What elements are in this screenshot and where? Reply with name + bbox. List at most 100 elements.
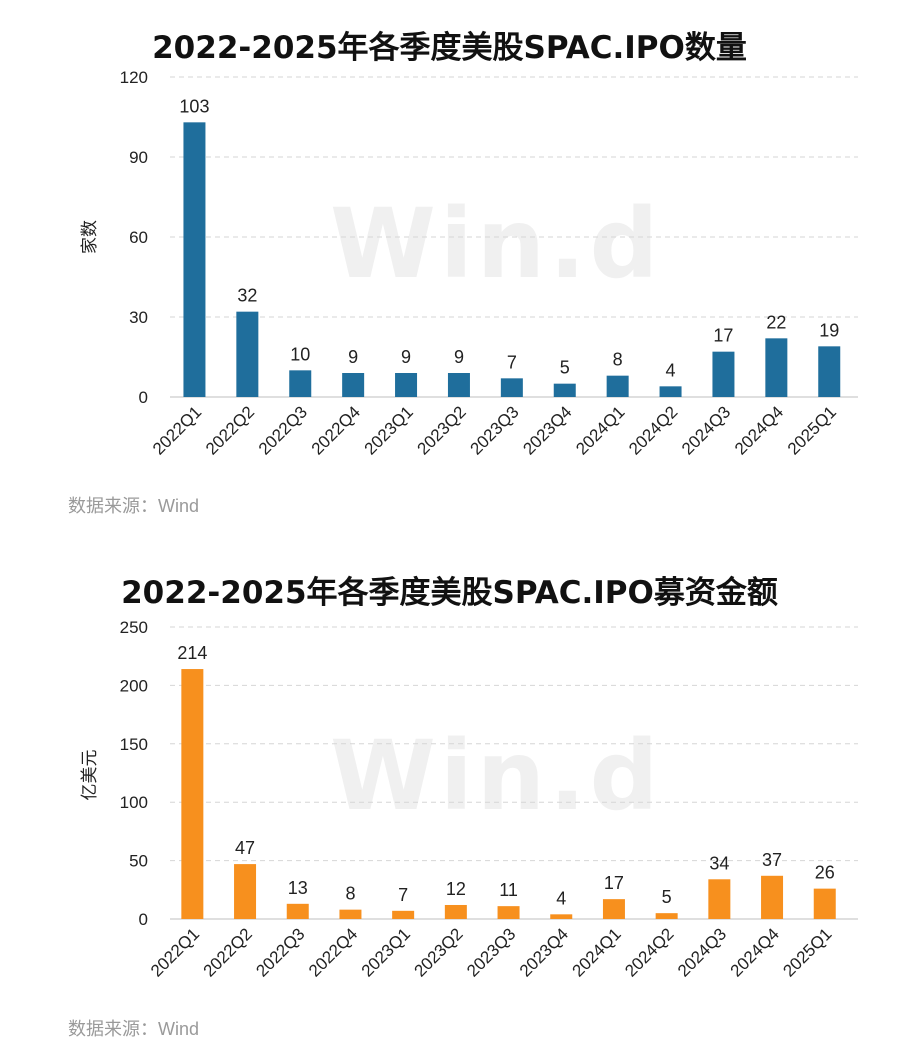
- x-tick-label: 2023Q4: [519, 402, 575, 458]
- x-tick-label: 2023Q4: [516, 924, 572, 980]
- bar: [342, 373, 365, 397]
- data-label: 8: [345, 884, 355, 904]
- data-label: 17: [604, 873, 624, 893]
- bar: [395, 373, 418, 397]
- x-tick-label: 2023Q3: [463, 924, 519, 980]
- data-label: 9: [454, 347, 464, 367]
- source-note: 数据来源：Wind: [68, 1019, 200, 1039]
- x-tick-label: 2024Q2: [625, 402, 681, 458]
- x-tick-label: 2024Q4: [727, 924, 783, 980]
- x-tick-label: 2025Q1: [784, 402, 840, 458]
- x-tick-label: 2023Q1: [358, 924, 414, 980]
- y-tick-label: 100: [120, 793, 148, 812]
- y-axis-label: 亿美元: [80, 750, 100, 801]
- y-tick-label: 50: [129, 852, 148, 871]
- bar: [234, 864, 257, 919]
- source-note: 数据来源：Wind: [68, 496, 200, 516]
- x-tick-label: 2025Q1: [779, 924, 835, 980]
- data-label: 47: [235, 838, 255, 858]
- bar: [339, 909, 362, 919]
- x-tick-label: 2023Q3: [466, 402, 522, 458]
- data-label: 103: [179, 96, 209, 116]
- x-tick-label: 2022Q3: [255, 402, 311, 458]
- bar: [392, 910, 415, 919]
- bar: [602, 899, 625, 919]
- bar: [659, 386, 682, 397]
- bar: [553, 383, 576, 397]
- x-tick-label: 2024Q4: [731, 402, 787, 458]
- data-label: 7: [507, 352, 517, 372]
- x-tick-label: 2024Q3: [678, 402, 734, 458]
- x-tick-label: 2024Q1: [569, 924, 625, 980]
- bar: [606, 375, 629, 397]
- x-tick-label: 2024Q2: [621, 924, 677, 980]
- data-label: 13: [288, 878, 308, 898]
- bar: [181, 669, 204, 919]
- x-tick-label: 2023Q2: [414, 402, 470, 458]
- bar: [286, 903, 309, 919]
- data-label: 12: [446, 879, 466, 899]
- x-tick-label: 2022Q1: [147, 924, 203, 980]
- chart-count: 2022-2025年各季度美股SPAC.IPO数量 Win.d 0 30 60 90 1…: [0, 0, 899, 530]
- data-label: 26: [815, 863, 835, 883]
- x-tick-label: 2024Q3: [674, 924, 730, 980]
- chart-title: 2022-2025年各季度美股SPAC.IPO数量: [152, 30, 747, 66]
- data-label: 4: [556, 888, 566, 908]
- bar: [712, 351, 735, 397]
- data-label: 8: [613, 350, 623, 370]
- y-tick-label: 0: [139, 910, 148, 929]
- y-tick-label: 250: [120, 618, 148, 637]
- data-label: 10: [290, 344, 310, 364]
- y-tick-label: 90: [129, 148, 148, 167]
- y-tick-label: 0: [139, 388, 148, 407]
- y-axis-label: 家数: [80, 220, 100, 254]
- x-tick-label: 2024Q1: [572, 402, 628, 458]
- data-label: 11: [499, 880, 518, 900]
- x-tick-label: 2022Q3: [252, 924, 308, 980]
- bar: [444, 904, 467, 919]
- bar: [289, 370, 312, 397]
- y-tick-label: 60: [129, 228, 148, 247]
- data-label: 19: [819, 320, 839, 340]
- x-tick-label: 2023Q2: [410, 924, 466, 980]
- bar-chart-svg: 050100150200250亿美元2142022Q1472022Q213202…: [80, 618, 858, 981]
- data-label: 17: [713, 326, 733, 346]
- x-tick-label: 2023Q1: [361, 402, 417, 458]
- bar-chart-svg: 0 30 60 90 120 家数 103 2022Q1 32 2022Q2 10 2022Q3 9 20…: [80, 68, 858, 459]
- bar: [183, 122, 206, 397]
- data-label: 9: [401, 347, 411, 367]
- data-label: 5: [560, 358, 570, 378]
- data-label: 214: [177, 643, 207, 663]
- x-tick-label: 2022Q1: [149, 402, 205, 458]
- data-label: 7: [398, 885, 408, 905]
- data-label: 4: [666, 360, 676, 380]
- bar: [497, 906, 520, 919]
- data-label: 34: [709, 853, 729, 873]
- data-label: 32: [237, 286, 257, 306]
- data-label: 5: [662, 887, 672, 907]
- x-tick-label: 2022Q2: [202, 402, 258, 458]
- bar: [447, 373, 470, 397]
- y-tick-label: 150: [120, 735, 148, 754]
- bar: [761, 875, 784, 919]
- bar: [500, 378, 523, 397]
- bar: [765, 338, 788, 397]
- bar: [708, 879, 731, 919]
- data-label: 22: [766, 312, 786, 332]
- x-tick-label: 2022Q4: [305, 924, 361, 980]
- chart-amount: 2022-2025年各季度美股SPAC.IPO募资金额 Win.d 0 50 100…: [0, 545, 899, 1064]
- watermark: Win.d: [330, 720, 663, 832]
- chart-title: 2022-2025年各季度美股SPAC.IPO募资金额: [121, 575, 778, 611]
- data-label: 9: [348, 347, 358, 367]
- y-tick-label: 120: [120, 68, 148, 87]
- bar: [236, 311, 259, 397]
- bar: [818, 346, 841, 397]
- bar: [655, 913, 678, 919]
- x-tick-label: 2022Q4: [308, 402, 364, 458]
- watermark: Win.d: [330, 188, 663, 300]
- bar: [550, 914, 573, 919]
- x-tick-label: 2022Q2: [200, 924, 256, 980]
- y-tick-label: 30: [129, 308, 148, 327]
- bar: [813, 888, 836, 919]
- data-label: 37: [762, 850, 782, 870]
